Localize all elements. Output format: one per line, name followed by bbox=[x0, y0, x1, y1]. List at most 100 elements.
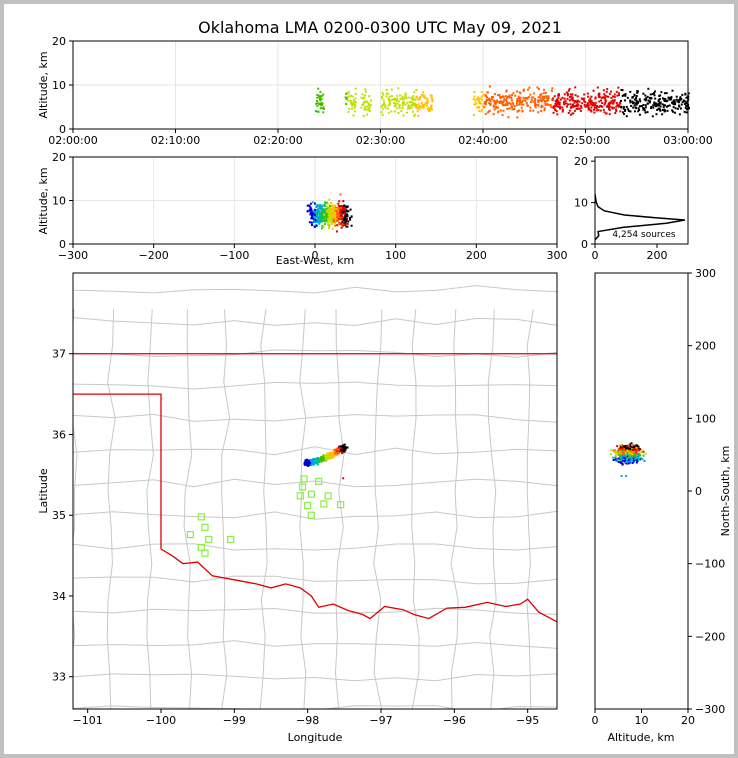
time-height-source bbox=[616, 94, 619, 97]
north-south-source bbox=[614, 456, 617, 459]
time-height-source bbox=[650, 97, 653, 100]
plan-view-source bbox=[341, 445, 344, 448]
source-count-label: 4,254 sources bbox=[612, 230, 676, 240]
time-height-source bbox=[536, 99, 539, 102]
time-height-source bbox=[344, 96, 347, 99]
time-height-source bbox=[511, 102, 514, 105]
plan-view-source bbox=[313, 459, 316, 462]
longitude-tick-label: −100 bbox=[146, 714, 176, 727]
time-height-source bbox=[427, 109, 430, 112]
lma-station-marker bbox=[300, 475, 308, 483]
east-west-source bbox=[321, 205, 324, 208]
county-line bbox=[487, 309, 497, 709]
plan-view-source bbox=[313, 461, 316, 464]
plan-view-source bbox=[308, 464, 311, 467]
time-height-source bbox=[431, 97, 434, 100]
east-west-source bbox=[343, 210, 346, 213]
east-west-source bbox=[331, 208, 334, 211]
time-height-source bbox=[685, 104, 688, 107]
east-west-source bbox=[334, 209, 337, 212]
time-height-source bbox=[510, 99, 513, 102]
time-height-source bbox=[431, 100, 434, 103]
north-south-source bbox=[630, 448, 633, 451]
time-height-source bbox=[410, 101, 413, 104]
north-south-source bbox=[627, 462, 630, 465]
north-south-source bbox=[610, 449, 613, 452]
east-west-source bbox=[319, 206, 322, 209]
lma-station-marker bbox=[298, 483, 307, 491]
time-height-source bbox=[506, 95, 509, 98]
north-south-tick-label: −100 bbox=[695, 558, 725, 571]
time-height-source bbox=[498, 101, 501, 104]
east-west-xlabel: East-West, km bbox=[276, 254, 354, 267]
time-height-source bbox=[611, 107, 614, 110]
time-height-source bbox=[472, 113, 475, 116]
time-height-source bbox=[366, 101, 369, 104]
time-height-source bbox=[521, 100, 524, 103]
time-height-source bbox=[663, 108, 666, 111]
north-south-source bbox=[636, 457, 639, 460]
time-height-source bbox=[508, 101, 511, 104]
plan-view-source bbox=[322, 454, 325, 457]
time-height-source bbox=[317, 103, 320, 106]
time-height-source bbox=[562, 101, 565, 104]
time-height-source bbox=[608, 107, 611, 110]
east-west-source bbox=[325, 218, 328, 221]
time-height-source bbox=[671, 101, 674, 104]
time-height-source bbox=[398, 103, 401, 106]
time-height-source bbox=[571, 103, 574, 106]
time-height-source bbox=[544, 91, 547, 94]
east-west-source bbox=[339, 206, 342, 209]
time-height-source bbox=[348, 107, 351, 110]
time-height-source bbox=[603, 103, 606, 106]
time-height-source bbox=[489, 100, 492, 103]
north-south-alt-tick-label: 0 bbox=[592, 714, 599, 727]
time-height-source bbox=[529, 106, 532, 109]
east-west-source bbox=[318, 212, 321, 215]
time-height-source bbox=[651, 93, 654, 96]
time-height-source bbox=[653, 102, 656, 105]
time-height-source bbox=[569, 93, 572, 96]
plan-view-source bbox=[320, 456, 323, 459]
time-height-source bbox=[552, 97, 555, 100]
time-height-source bbox=[620, 106, 623, 109]
time-height-source bbox=[351, 104, 354, 107]
east-west-alt-tick-label: 10 bbox=[52, 195, 66, 208]
time-height-source bbox=[385, 95, 388, 98]
lma-station-marker bbox=[296, 492, 304, 500]
north-south-source bbox=[633, 445, 636, 448]
time-height-source bbox=[640, 105, 643, 108]
time-height-source bbox=[551, 87, 554, 90]
east-west-source bbox=[346, 214, 349, 217]
time-height-source bbox=[387, 92, 390, 95]
east-west-source bbox=[331, 227, 334, 230]
time-height-source bbox=[524, 99, 527, 102]
time-height-source bbox=[381, 97, 384, 100]
time-height-source bbox=[522, 96, 525, 99]
north-south-source bbox=[620, 461, 623, 464]
time-height-source bbox=[426, 101, 429, 104]
time-height-source bbox=[626, 96, 629, 99]
east-west-source bbox=[321, 214, 324, 217]
time-height-source bbox=[664, 104, 667, 107]
time-height-source bbox=[631, 100, 634, 103]
time-height-source bbox=[614, 112, 617, 115]
time-height-source bbox=[635, 100, 638, 103]
time-height-source bbox=[522, 103, 525, 106]
time-height-source bbox=[608, 108, 611, 111]
time-height-source bbox=[404, 93, 407, 96]
east-west-source bbox=[335, 230, 338, 233]
time-height-source bbox=[502, 104, 505, 107]
time-height-source bbox=[670, 96, 673, 99]
east-west-source bbox=[329, 217, 332, 220]
time-height-source bbox=[556, 102, 559, 105]
time-axis-tick-label: 02:40:00 bbox=[458, 134, 507, 147]
east-west-source bbox=[345, 218, 348, 221]
time-height-source bbox=[656, 108, 659, 111]
county-line bbox=[73, 543, 557, 551]
plan-view-source bbox=[342, 477, 345, 480]
time-height-source bbox=[541, 99, 544, 102]
time-height-source bbox=[650, 105, 653, 108]
time-height-source bbox=[635, 103, 638, 106]
east-west-source bbox=[320, 227, 323, 230]
